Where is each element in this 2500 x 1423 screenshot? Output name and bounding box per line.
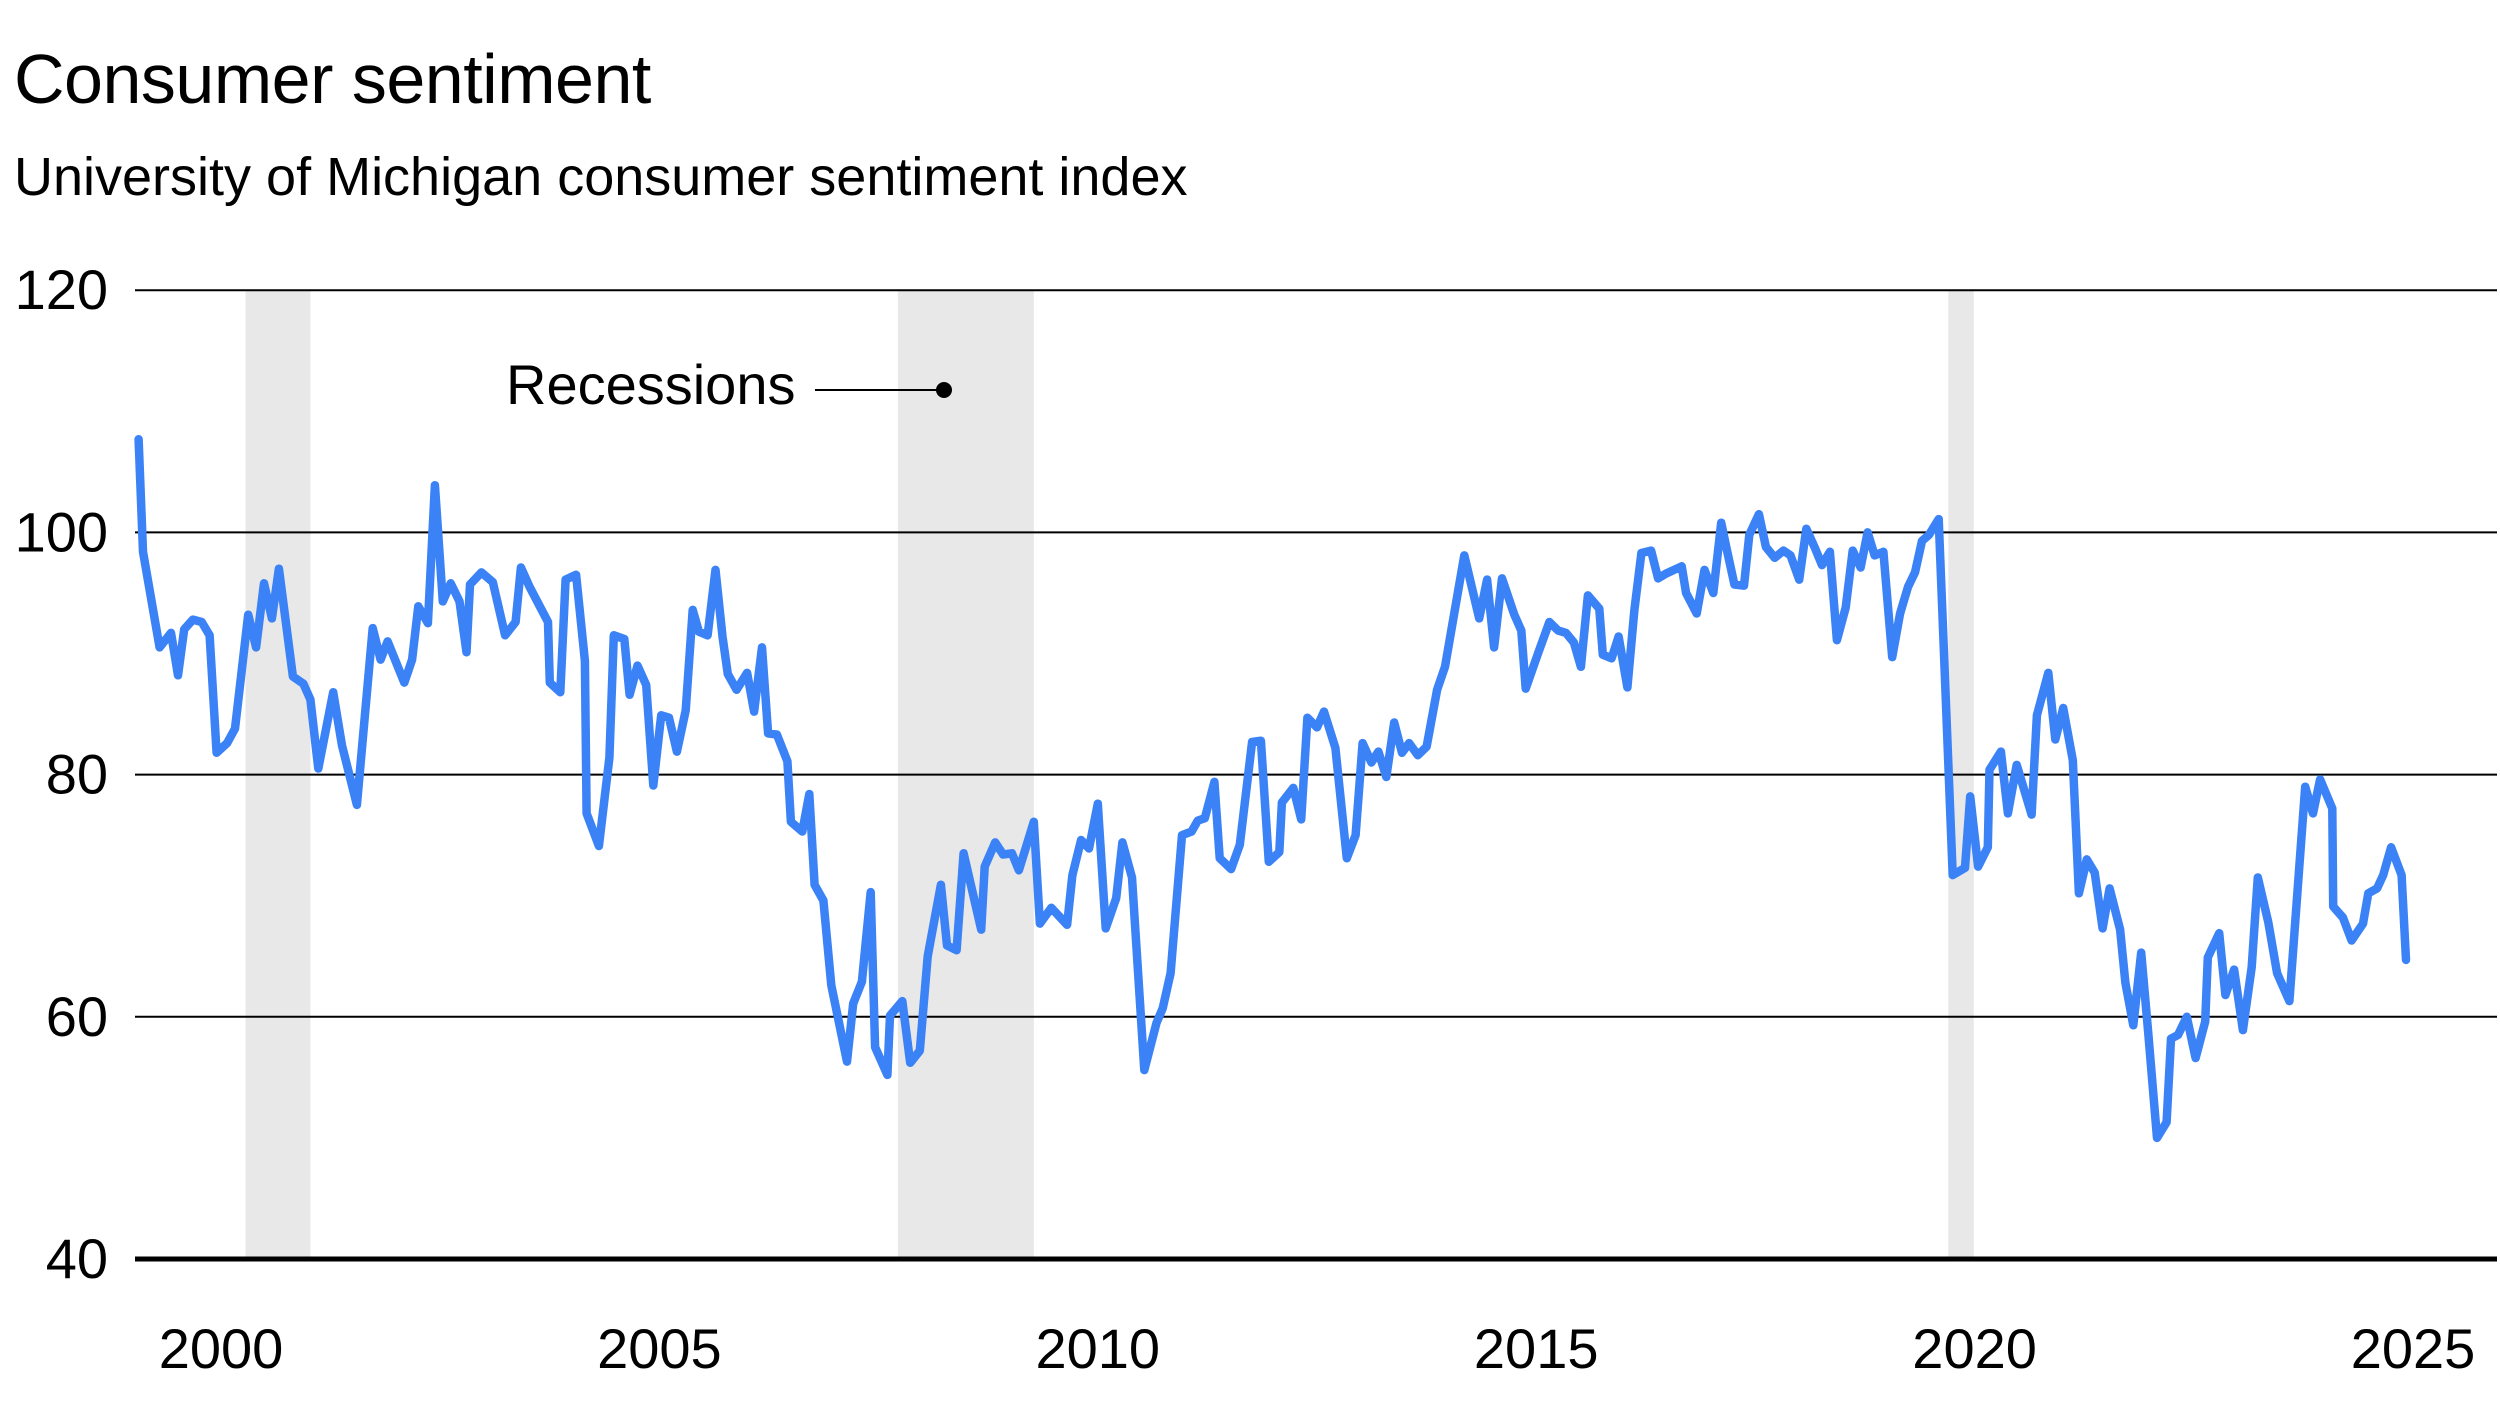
- x-tick-label: 2020: [1912, 1317, 2037, 1380]
- chart-title: Consumer sentiment: [14, 40, 651, 118]
- y-tick-label: 100: [15, 500, 108, 563]
- gridlines: [135, 289, 2497, 1262]
- x-tick-label: 2015: [1474, 1317, 1599, 1380]
- x-axis-labels: 2000 2005 2010 2015 2020 2025: [159, 1317, 2476, 1380]
- y-tick-label: 60: [46, 985, 108, 1048]
- y-tick-label: 120: [15, 258, 108, 321]
- y-axis-labels: 120 100 80 60 40: [15, 258, 108, 1290]
- recessions-label: Recessions: [506, 353, 795, 416]
- y-tick-label: 80: [46, 743, 108, 806]
- chart-subtitle: University of Michigan consumer sentimen…: [14, 147, 1188, 207]
- sentiment-line: [134, 434, 2411, 1143]
- x-tick-label: 2025: [2351, 1317, 2476, 1380]
- annotation-dot: [936, 382, 952, 398]
- x-tick-label: 2010: [1036, 1317, 1161, 1380]
- series-layer: [134, 434, 2411, 1143]
- x-tick-label: 2005: [597, 1317, 722, 1380]
- recessions-annotation: Recessions: [506, 353, 952, 416]
- data-points: [139, 439, 2407, 1138]
- x-tick-label: 2000: [159, 1317, 284, 1380]
- y-tick-label: 40: [46, 1227, 108, 1290]
